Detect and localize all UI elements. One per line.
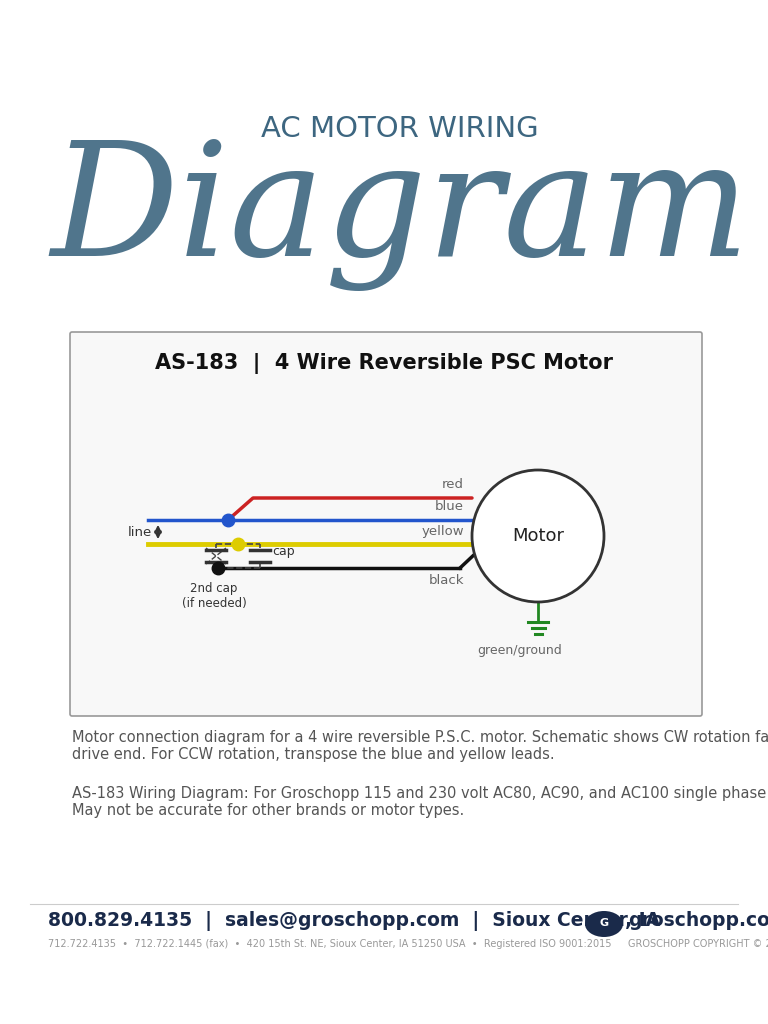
Text: GROSCHOPP COPYRIGHT © 2017: GROSCHOPP COPYRIGHT © 2017 [628, 939, 768, 949]
Text: G: G [600, 918, 608, 928]
Ellipse shape [585, 911, 623, 937]
Text: yellow: yellow [422, 524, 464, 538]
Text: black: black [429, 574, 464, 588]
Circle shape [472, 470, 604, 602]
Text: line: line [127, 525, 152, 539]
Text: 2nd cap
(if needed): 2nd cap (if needed) [181, 582, 247, 610]
Text: 712.722.4135  •  712.722.1445 (fax)  •  420 15th St. NE, Sioux Center, IA 51250 : 712.722.4135 • 712.722.1445 (fax) • 420 … [48, 939, 611, 949]
Text: Diagram: Diagram [50, 137, 750, 291]
Text: groschopp.com: groschopp.com [628, 911, 768, 931]
Text: AS-183 Wiring Diagram: For Groschopp 115 and 230 volt AC80, AC90, and AC100 sing: AS-183 Wiring Diagram: For Groschopp 115… [72, 786, 768, 818]
Text: cap: cap [272, 546, 295, 558]
Text: blue: blue [435, 501, 464, 513]
Text: green/ground: green/ground [478, 644, 562, 657]
Text: Motor: Motor [512, 527, 564, 545]
Text: 800.829.4135  |  sales@groschopp.com  |  Sioux Center, IA: 800.829.4135 | sales@groschopp.com | Sio… [48, 911, 660, 931]
Text: AS-183  |  4 Wire Reversible PSC Motor: AS-183 | 4 Wire Reversible PSC Motor [155, 353, 613, 375]
FancyBboxPatch shape [70, 332, 702, 716]
Text: red: red [442, 478, 464, 492]
Text: Motor connection diagram for a 4 wire reversible P.S.C. motor. Schematic shows C: Motor connection diagram for a 4 wire re… [72, 730, 768, 763]
Text: AC MOTOR WIRING: AC MOTOR WIRING [261, 115, 539, 143]
